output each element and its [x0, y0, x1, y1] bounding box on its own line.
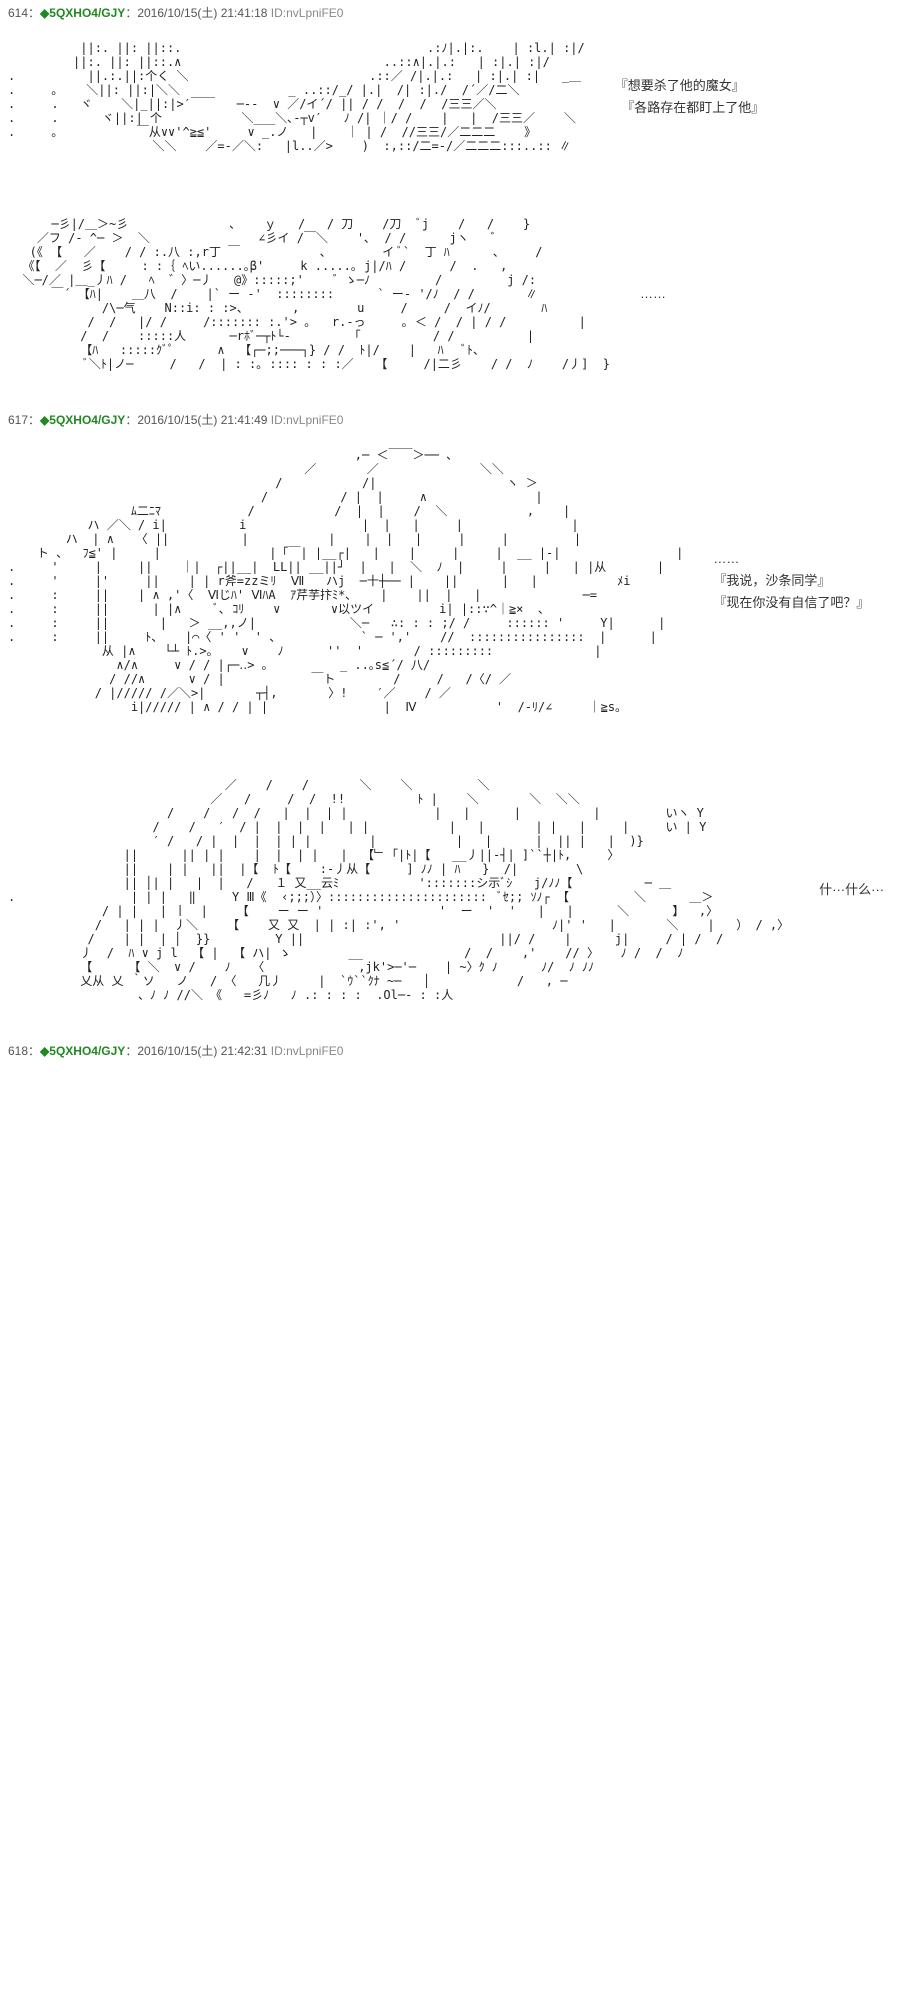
- ascii-art: ─彡|/＿＞~彡 ､ ｙ / / 刀 /刀 ﾞj / / } ／フ /‐ ^─ …: [8, 217, 610, 371]
- forum-post: 617：◆5QXHO4/GJY：2016/10/15(土) 21:41:49 I…: [0, 407, 901, 1018]
- post-header: 618：◆5QXHO4/GJY：2016/10/15(土) 21:42:31 I…: [8, 1042, 893, 1059]
- forum-post: 614：◆5QXHO4/GJY：2016/10/15(土) 21:41:18 I…: [0, 0, 901, 387]
- tripcode[interactable]: ◆5QXHO4/GJY: [40, 413, 125, 427]
- tripcode[interactable]: ◆5QXHO4/GJY: [40, 1044, 125, 1058]
- post-header: 614：◆5QXHO4/GJY：2016/10/15(土) 21:41:18 I…: [8, 4, 893, 21]
- dialogue-text: 什···什么···: [819, 879, 884, 901]
- ascii-art: ／ / / ＼ ＼ ＼ ／ / / / !! ﾄ | ＼ ＼ ＼＼ / / / …: [8, 778, 789, 1002]
- separator: ：: [125, 6, 137, 20]
- post-date: 2016/10/15(土) 21:42:31: [137, 1044, 267, 1058]
- content-block: ,─ ＜￣￣＞── 、 ／ ／ ＼＼ / /| ヽ ＞ / /: [8, 436, 893, 726]
- ascii-art: ,─ ＜￣￣＞── 、 ／ ／ ＼＼ / /| ヽ ＞ / /: [8, 448, 683, 714]
- separator: ：: [28, 6, 40, 20]
- post-body: ,─ ＜￣￣＞── 、 ／ ／ ＼＼ / /| ヽ ＞ / /: [8, 436, 893, 1014]
- post-body: ||:. ||: ||::. .:ﾉ|.|:. | :l.| :|/ ||:. …: [8, 29, 893, 383]
- forum-post: 618：◆5QXHO4/GJY：2016/10/15(土) 21:42:31 I…: [0, 1038, 901, 1071]
- post-number[interactable]: 618: [8, 1044, 28, 1058]
- separator: ：: [28, 1044, 40, 1058]
- separator: ：: [125, 1044, 137, 1058]
- post-number[interactable]: 617: [8, 413, 28, 427]
- post-header: 617：◆5QXHO4/GJY：2016/10/15(土) 21:41:49 I…: [8, 411, 893, 428]
- post-date: 2016/10/15(土) 21:41:18: [137, 6, 267, 20]
- content-block: ／ / / ＼ ＼ ＼ ／ / / / !! ﾄ | ＼ ＼ ＼＼ / / / …: [8, 766, 893, 1014]
- content-block: ||:. ||: ||::. .:ﾉ|.|:. | :l.| :|/ ||:. …: [8, 29, 893, 165]
- ascii-art: ||:. ||: ||::. .:ﾉ|.|:. | :l.| :|/ ||:. …: [8, 41, 585, 153]
- dialogue-text: …… 『我说，沙条同学』 『现在你没有自信了吧？』: [713, 548, 869, 614]
- separator: ：: [125, 413, 137, 427]
- tripcode[interactable]: ◆5QXHO4/GJY: [40, 6, 125, 20]
- post-id: ID:nvLpniFE0: [271, 6, 344, 20]
- post-number[interactable]: 614: [8, 6, 28, 20]
- separator: ：: [28, 413, 40, 427]
- post-id: ID:nvLpniFE0: [271, 1044, 344, 1058]
- dialogue-text: 『想要杀了他的魔女』 『各路存在都盯上了他』: [615, 75, 765, 119]
- post-date: 2016/10/15(土) 21:41:49: [137, 413, 267, 427]
- post-id: ID:nvLpniFE0: [271, 413, 344, 427]
- dialogue-text: ……: [640, 283, 666, 305]
- content-block: ─彡|/＿＞~彡 ､ ｙ / / 刀 /刀 ﾞj / / } ／フ /‐ ^─ …: [8, 205, 893, 383]
